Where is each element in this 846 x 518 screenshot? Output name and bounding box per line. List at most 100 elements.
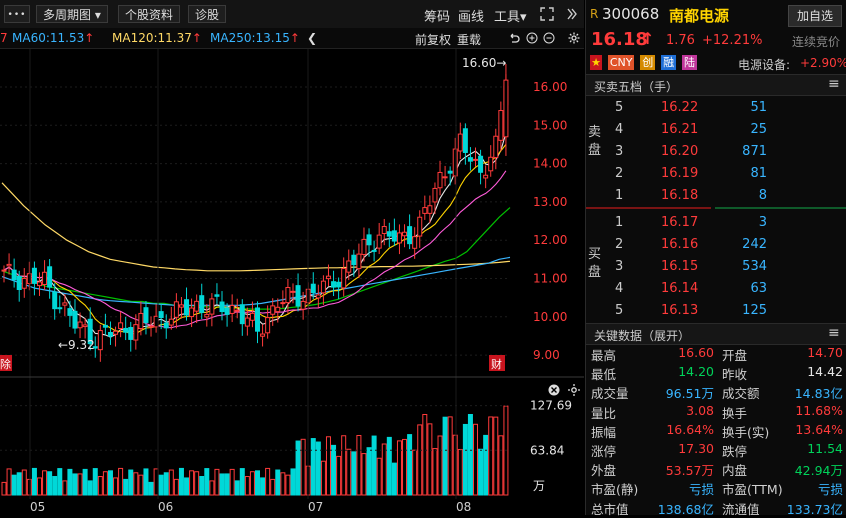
financial-badge-bg (489, 355, 505, 371)
candle-body (371, 249, 377, 252)
volume-bar (21, 469, 27, 496)
diagnose-button[interactable]: 诊股 (188, 5, 227, 23)
close-icon[interactable] (551, 387, 557, 393)
level-number: 1 (615, 188, 624, 203)
overlay-button[interactable]: 重载 (457, 33, 482, 47)
volume-bar (295, 440, 301, 496)
more-menu-button[interactable]: ••• (4, 5, 30, 23)
candle-body (270, 305, 276, 315)
candle-body (173, 301, 179, 318)
candle-body (123, 327, 129, 333)
candle-body (194, 300, 200, 312)
volume-bar (168, 469, 174, 496)
menu-icon[interactable]: ≡ (828, 325, 840, 341)
tools-dropdown[interactable]: 工具▾ (494, 6, 527, 25)
tag-chinext[interactable]: 创 (640, 55, 656, 70)
candle-body (325, 275, 331, 280)
candle-body (133, 324, 139, 341)
candle-body (280, 302, 286, 305)
fullscreen-icon[interactable] (540, 7, 554, 21)
volume-axis: 127.69 63.84 万 (0, 399, 572, 493)
key-label: 流通值 (722, 501, 760, 517)
key-label: 成交量 (591, 386, 629, 402)
kline-chart[interactable]: 16.0015.0014.0013.0012.0011.0010.009.00 … (0, 49, 584, 515)
price-tick-label: 13.00 (533, 195, 567, 209)
chips-button[interactable]: 筹码 (424, 10, 451, 25)
candle-body (427, 205, 433, 214)
zoom-out-icon[interactable] (543, 32, 555, 44)
volume-bar (315, 441, 321, 496)
candle-body (351, 254, 357, 266)
volume-bar (260, 477, 266, 496)
key-value: 11.68% (795, 402, 843, 418)
date-tick-label: 07 (308, 500, 323, 514)
candle-body (452, 148, 458, 177)
level-price: 16.17 (661, 215, 699, 230)
ask-level-row[interactable]: 4 16.21 25 (586, 119, 846, 141)
bid-level-row[interactable]: 2 16.16 242 (586, 234, 846, 256)
bid-level-row[interactable]: 3 16.15 534 (586, 256, 846, 278)
candle-body (148, 325, 154, 328)
candle-body (356, 253, 362, 270)
price-tick-label: 15.00 (533, 118, 567, 132)
level-number: 2 (615, 237, 624, 252)
volume-bar (102, 471, 108, 496)
financial-badge[interactable]: 财 (491, 357, 502, 371)
volume-bar (356, 435, 362, 496)
draw-line-button[interactable]: 画线 (458, 10, 485, 25)
menu-icon[interactable]: ≡ (828, 76, 840, 92)
key-label: 涨停 (591, 444, 617, 459)
period-dropdown[interactable]: 多周期图 ▾ (36, 5, 108, 23)
add-watchlist-button[interactable]: 加自选 (788, 5, 842, 27)
sell-side-label: 卖盘 (588, 125, 602, 158)
ma-lead-arrow: 7 (0, 31, 8, 45)
ex-rights-badge[interactable]: 除 (0, 357, 11, 371)
undo-icon[interactable] (508, 32, 520, 44)
price-up-arrow-icon: ↑ (641, 29, 655, 48)
volume-bar (351, 451, 357, 496)
candle-body (412, 236, 418, 249)
bid-level-row[interactable]: 1 16.17 3 (586, 212, 846, 234)
candle-body (473, 158, 479, 161)
ma-collapse-icon[interactable]: ❮ (307, 31, 318, 45)
volume-bar (341, 435, 347, 496)
key-value: 14.20 (678, 364, 714, 380)
tag-connect[interactable]: 陆 (681, 55, 697, 70)
tag-cny[interactable]: CNY (607, 55, 635, 70)
price-tick-label: 16.00 (533, 80, 567, 94)
date-tick-label: 05 (30, 500, 45, 514)
bid-level-row[interactable]: 4 16.14 63 (586, 278, 846, 300)
low-price-label: ←9.32 (58, 338, 95, 352)
tag-margin[interactable]: 融 (661, 55, 677, 70)
candle-body (113, 330, 119, 335)
volume-bar (265, 467, 271, 496)
volume-bar (47, 471, 53, 496)
candle-body (128, 327, 134, 340)
volume-bar (72, 473, 78, 496)
bid-level-row[interactable]: 5 16.13 125 (586, 300, 846, 322)
ma120-value: MA120:11.37↑ (112, 31, 202, 45)
volume-bar (77, 473, 83, 496)
key-label: 外盘 (591, 463, 617, 479)
adjust-price-button[interactable]: 前复权 (415, 33, 452, 47)
sector-name[interactable]: 电源设备: (738, 58, 791, 72)
ask-level-row[interactable]: 3 16.20 871 (586, 141, 846, 163)
ask-level-row[interactable]: 2 16.19 81 (586, 163, 846, 185)
double-chevron-right-icon[interactable] (566, 7, 578, 21)
ask-level-row[interactable]: 1 16.18 8 (586, 185, 846, 207)
volume-bar (386, 436, 392, 496)
volume-bar (391, 462, 397, 496)
volume-bar (447, 416, 453, 496)
level-volume: 63 (750, 281, 767, 296)
settings-gear-icon[interactable] (568, 32, 580, 44)
key-label: 振幅 (591, 424, 617, 440)
candle-body (244, 317, 250, 327)
volume-bar (280, 472, 286, 496)
key-data-header[interactable]: 关键数据（展开） ≡ (586, 323, 846, 345)
zoom-in-icon[interactable] (526, 32, 538, 44)
stock-info-button[interactable]: 个股资料 (118, 5, 181, 23)
order-book-header[interactable]: 买卖五档（手） ≡ (586, 74, 846, 96)
ask-level-row[interactable]: 5 16.22 51 (586, 97, 846, 119)
date-axis: 05 06 07 08 (29, 49, 471, 514)
volume-settings-icon[interactable] (571, 387, 577, 393)
